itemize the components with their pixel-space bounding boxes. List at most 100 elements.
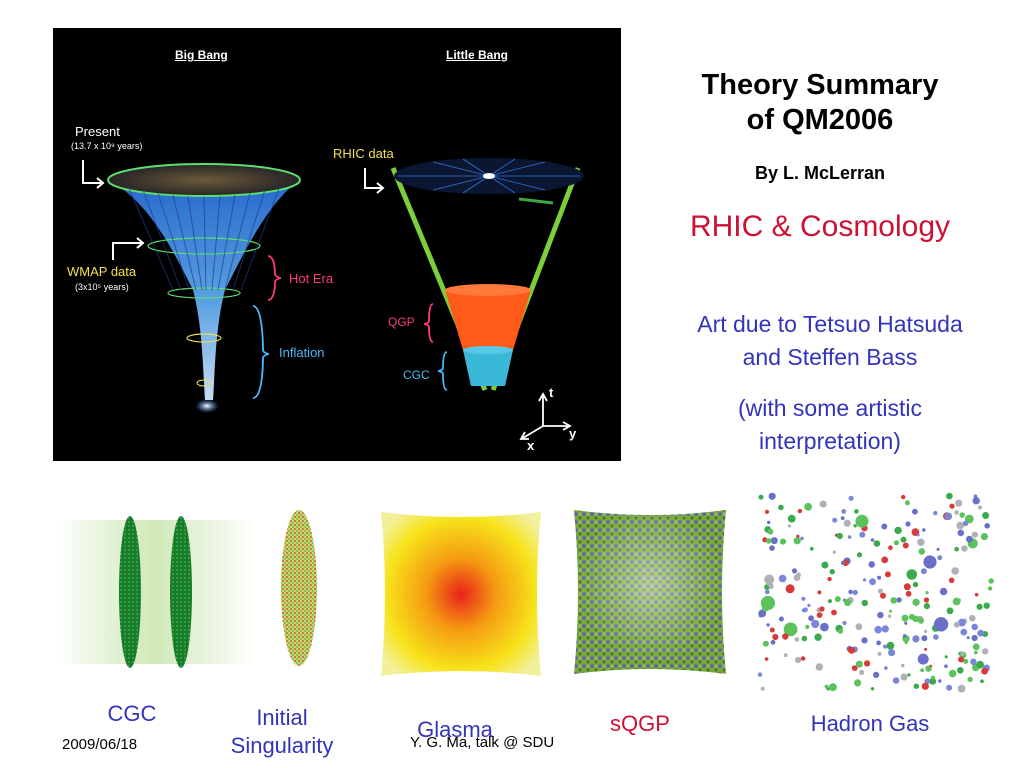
hadron-particle bbox=[913, 683, 919, 689]
hadron-particle bbox=[957, 529, 965, 537]
hadron-particle bbox=[873, 540, 881, 547]
hadron-particle bbox=[843, 519, 851, 527]
hadron-particle bbox=[854, 509, 859, 514]
hadron-particle bbox=[908, 613, 915, 620]
hadron-particle bbox=[783, 653, 788, 658]
hadron-particle bbox=[881, 625, 889, 633]
hadron-particle bbox=[948, 669, 957, 678]
hadron-particle bbox=[907, 673, 911, 677]
hadron-particle bbox=[912, 508, 918, 515]
note-line-1: (with some artistic bbox=[737, 395, 923, 421]
hadron-particle bbox=[827, 599, 832, 604]
hadron-particle bbox=[770, 537, 778, 545]
rhic-pointer-arrow bbox=[364, 168, 385, 194]
glasma-image bbox=[375, 508, 547, 680]
byline: By L. McLerran bbox=[754, 163, 886, 183]
hadron-particle bbox=[848, 495, 854, 501]
slide-subtitle: RHIC & Cosmology bbox=[689, 210, 951, 243]
hadron-particle bbox=[944, 655, 948, 659]
hadron-particle bbox=[948, 577, 955, 584]
hadron-particle bbox=[877, 611, 884, 619]
hadron-particle bbox=[954, 546, 959, 552]
hadron-particle bbox=[946, 492, 953, 500]
big-bang-funnel bbox=[107, 163, 301, 413]
hadron-particle bbox=[809, 546, 814, 551]
hadron-particle bbox=[923, 603, 930, 610]
hadron-particle bbox=[984, 523, 990, 529]
hadron-particle bbox=[958, 656, 965, 663]
hadron-particle bbox=[900, 673, 908, 681]
hadron-particle bbox=[840, 560, 845, 565]
hadron-particle bbox=[764, 657, 769, 661]
hadron-particle bbox=[976, 660, 984, 669]
caption-hadron-gas: Hadron Gas bbox=[810, 711, 930, 736]
hadron-particle bbox=[861, 637, 868, 644]
hadron-particle bbox=[901, 663, 905, 668]
cgc-figure-label: CGC bbox=[403, 368, 430, 382]
hadron-particle bbox=[924, 647, 928, 651]
rhic-data-label: RHIC data bbox=[333, 146, 394, 161]
hadron-particle bbox=[977, 629, 985, 637]
big-bang-little-bang-illustration bbox=[82, 158, 584, 440]
hadron-particle bbox=[877, 588, 883, 594]
hadron-particle bbox=[974, 650, 978, 655]
initial-singularity-image bbox=[278, 508, 320, 668]
hadron-particle bbox=[758, 609, 767, 618]
hadron-particle bbox=[977, 505, 983, 510]
hadron-particle bbox=[766, 623, 770, 627]
hadron-particle bbox=[760, 595, 775, 611]
axis-t-label: t bbox=[549, 385, 554, 400]
caption-glasma: Glasma bbox=[417, 717, 493, 742]
hadron-particle bbox=[987, 586, 993, 591]
caption-sqgp: sQGP bbox=[610, 711, 670, 736]
hadron-particle bbox=[922, 528, 926, 532]
hadron-particle bbox=[766, 538, 772, 544]
hadron-particle bbox=[946, 607, 954, 615]
hadron-particle bbox=[764, 584, 770, 590]
hadron-particle bbox=[831, 609, 837, 616]
hadron-particle bbox=[862, 578, 867, 582]
hadron-particle bbox=[797, 508, 803, 514]
hadron-particle bbox=[764, 509, 770, 514]
hadron-particle bbox=[800, 536, 804, 541]
inflation-label: Inflation bbox=[279, 345, 325, 360]
hadron-particle bbox=[851, 665, 858, 671]
hadron-particle bbox=[873, 671, 880, 678]
hadron-particle bbox=[795, 656, 802, 664]
hadron-particle bbox=[779, 538, 787, 545]
hadron-particle bbox=[884, 666, 888, 670]
hadron-particle bbox=[971, 531, 978, 538]
hadron-particle bbox=[881, 556, 889, 564]
big-bang-heading: Big Bang bbox=[175, 48, 228, 62]
hadron-particle bbox=[888, 649, 896, 657]
hadron-particle bbox=[963, 658, 969, 664]
hadron-particle bbox=[840, 516, 845, 520]
hadron-particle bbox=[801, 596, 806, 601]
hadron-particle bbox=[901, 494, 906, 500]
title-line-2: of QM2006 bbox=[746, 104, 894, 136]
hadron-particle bbox=[762, 640, 769, 647]
hadron-particle bbox=[933, 634, 939, 640]
hadron-particle bbox=[837, 628, 844, 634]
artistic-note: (with some artistic interpretation) bbox=[640, 392, 1020, 458]
hadron-particle bbox=[767, 528, 774, 535]
hadron-particle bbox=[886, 641, 895, 650]
hot-era-label: Hot Era bbox=[289, 271, 334, 286]
hadron-particle bbox=[856, 552, 863, 558]
hadron-particle bbox=[888, 545, 893, 550]
hadron-particle bbox=[829, 569, 835, 575]
hadron-particle bbox=[808, 615, 814, 622]
hadron-particle bbox=[953, 621, 960, 628]
hadron-particle bbox=[800, 656, 806, 661]
hadron-particle bbox=[905, 590, 912, 597]
hadron-particle bbox=[921, 682, 929, 690]
hadron-particle bbox=[868, 561, 875, 568]
slide-title: Theory Summary of QM2006 bbox=[640, 68, 1000, 138]
little-bang-heading: Little Bang bbox=[446, 48, 508, 62]
hadron-particle bbox=[904, 500, 910, 506]
hadron-particle bbox=[770, 639, 776, 645]
hadron-particle bbox=[980, 533, 988, 541]
hadron-particle bbox=[929, 677, 937, 685]
hadron-particle bbox=[960, 628, 968, 636]
hadron-particle bbox=[758, 494, 764, 500]
